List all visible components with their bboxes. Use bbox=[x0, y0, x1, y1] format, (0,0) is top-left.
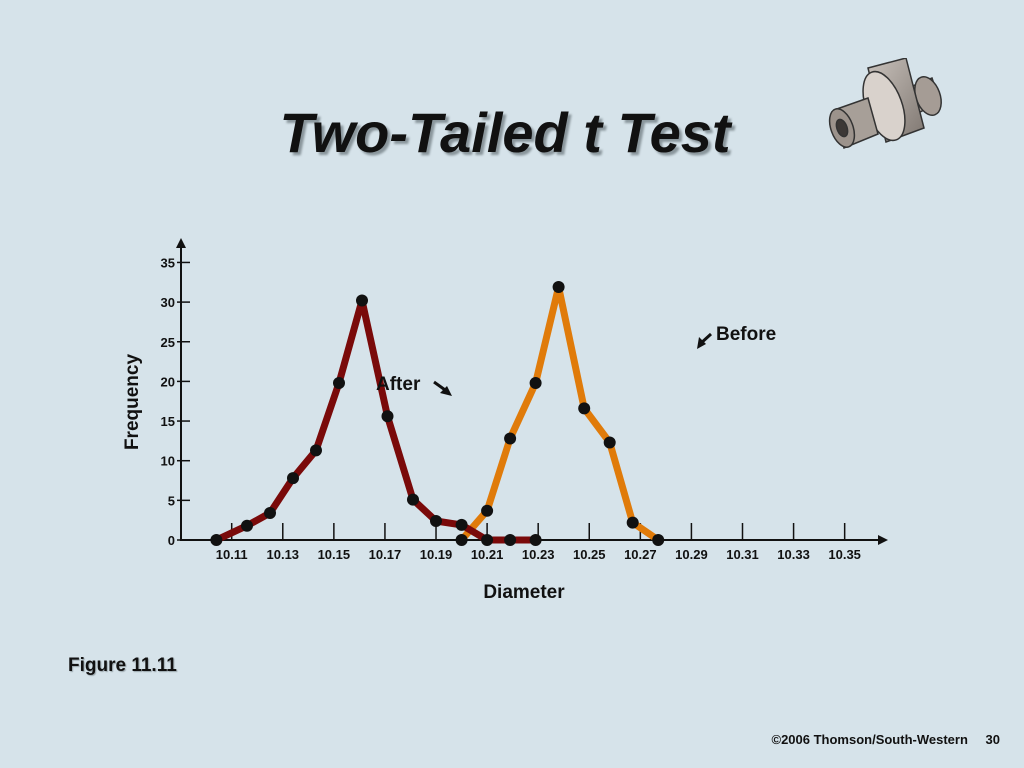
y-tick-label: 30 bbox=[161, 295, 175, 310]
slide-footer: ©2006 Thomson/South-Western 30 bbox=[757, 732, 1000, 747]
data-point-after bbox=[241, 519, 253, 532]
data-point-after bbox=[287, 472, 299, 485]
machined-part-icon bbox=[828, 58, 942, 150]
page-number: 30 bbox=[985, 732, 1000, 747]
series-layer bbox=[210, 281, 665, 546]
y-tick-label: 35 bbox=[161, 255, 175, 270]
data-point-after bbox=[430, 515, 442, 527]
x-tick-label: 10.17 bbox=[369, 547, 402, 562]
data-point-after bbox=[407, 493, 419, 506]
data-point-before bbox=[578, 402, 591, 415]
data-point-before bbox=[504, 432, 517, 445]
x-tick-label: 10.31 bbox=[726, 547, 759, 562]
data-point-after bbox=[529, 534, 542, 546]
data-point-after bbox=[481, 534, 494, 546]
data-point-after bbox=[210, 534, 223, 546]
x-axis-arrowhead bbox=[878, 535, 888, 545]
x-tick-label: 10.27 bbox=[624, 547, 657, 562]
data-point-before bbox=[481, 504, 494, 517]
data-point-before bbox=[626, 516, 639, 529]
y-tick-label: 5 bbox=[168, 493, 175, 508]
x-tick-label: 10.13 bbox=[267, 547, 300, 562]
y-axis-title: Frequency bbox=[122, 354, 143, 451]
data-point-after bbox=[264, 507, 276, 519]
y-tick-label: 0 bbox=[168, 533, 175, 548]
data-point-after bbox=[504, 534, 517, 546]
x-tick-label: 10.11 bbox=[216, 547, 248, 562]
x-tick-label: 10.15 bbox=[318, 547, 351, 562]
x-tick-label: 10.29 bbox=[675, 547, 708, 562]
y-axis-arrowhead bbox=[176, 238, 186, 248]
series-label-after: After bbox=[376, 374, 421, 395]
data-point-before bbox=[552, 281, 565, 293]
x-tick-label: 10.21 bbox=[471, 547, 504, 562]
x-axis-title: Diameter bbox=[483, 582, 565, 603]
data-point-before bbox=[652, 534, 665, 546]
data-point-before bbox=[455, 534, 468, 546]
data-point-before bbox=[603, 436, 616, 449]
x-tick-label: 10.35 bbox=[828, 547, 861, 562]
x-tick-label: 10.25 bbox=[573, 547, 606, 562]
x-tick-label: 10.23 bbox=[522, 547, 555, 562]
data-point-after bbox=[333, 377, 345, 389]
series-label-before: Before bbox=[716, 324, 776, 345]
x-axis-ticks: 10.11 10.13 10.15 10.17 10.19 10.21 10.23 10.25… bbox=[216, 523, 861, 562]
data-point-after bbox=[356, 294, 368, 307]
y-tick-label: 15 bbox=[161, 414, 175, 429]
before-annotation: Before bbox=[697, 324, 776, 349]
data-point-after bbox=[310, 444, 322, 457]
x-tick-label: 10.33 bbox=[777, 547, 810, 562]
data-point-before bbox=[529, 377, 542, 389]
y-tick-label: 20 bbox=[161, 374, 175, 389]
x-tick-label: 10.19 bbox=[420, 547, 453, 562]
slide-title: Two-Tailed t Test bbox=[279, 101, 731, 164]
footer-copyright: ©2006 Thomson/South-Western bbox=[771, 732, 968, 747]
figure-label: Figure 11.11 bbox=[68, 655, 177, 676]
y-axis-ticks: 0 5 10 15 20 25 30 35 bbox=[161, 255, 190, 548]
after-annotation: After bbox=[376, 374, 452, 396]
data-point-after bbox=[455, 518, 468, 531]
y-tick-label: 25 bbox=[161, 335, 175, 350]
data-point-after bbox=[381, 410, 394, 423]
after-arrowhead bbox=[440, 386, 452, 396]
before-arrowhead bbox=[697, 337, 706, 349]
y-tick-label: 10 bbox=[161, 454, 175, 469]
series-line-before bbox=[458, 283, 662, 544]
